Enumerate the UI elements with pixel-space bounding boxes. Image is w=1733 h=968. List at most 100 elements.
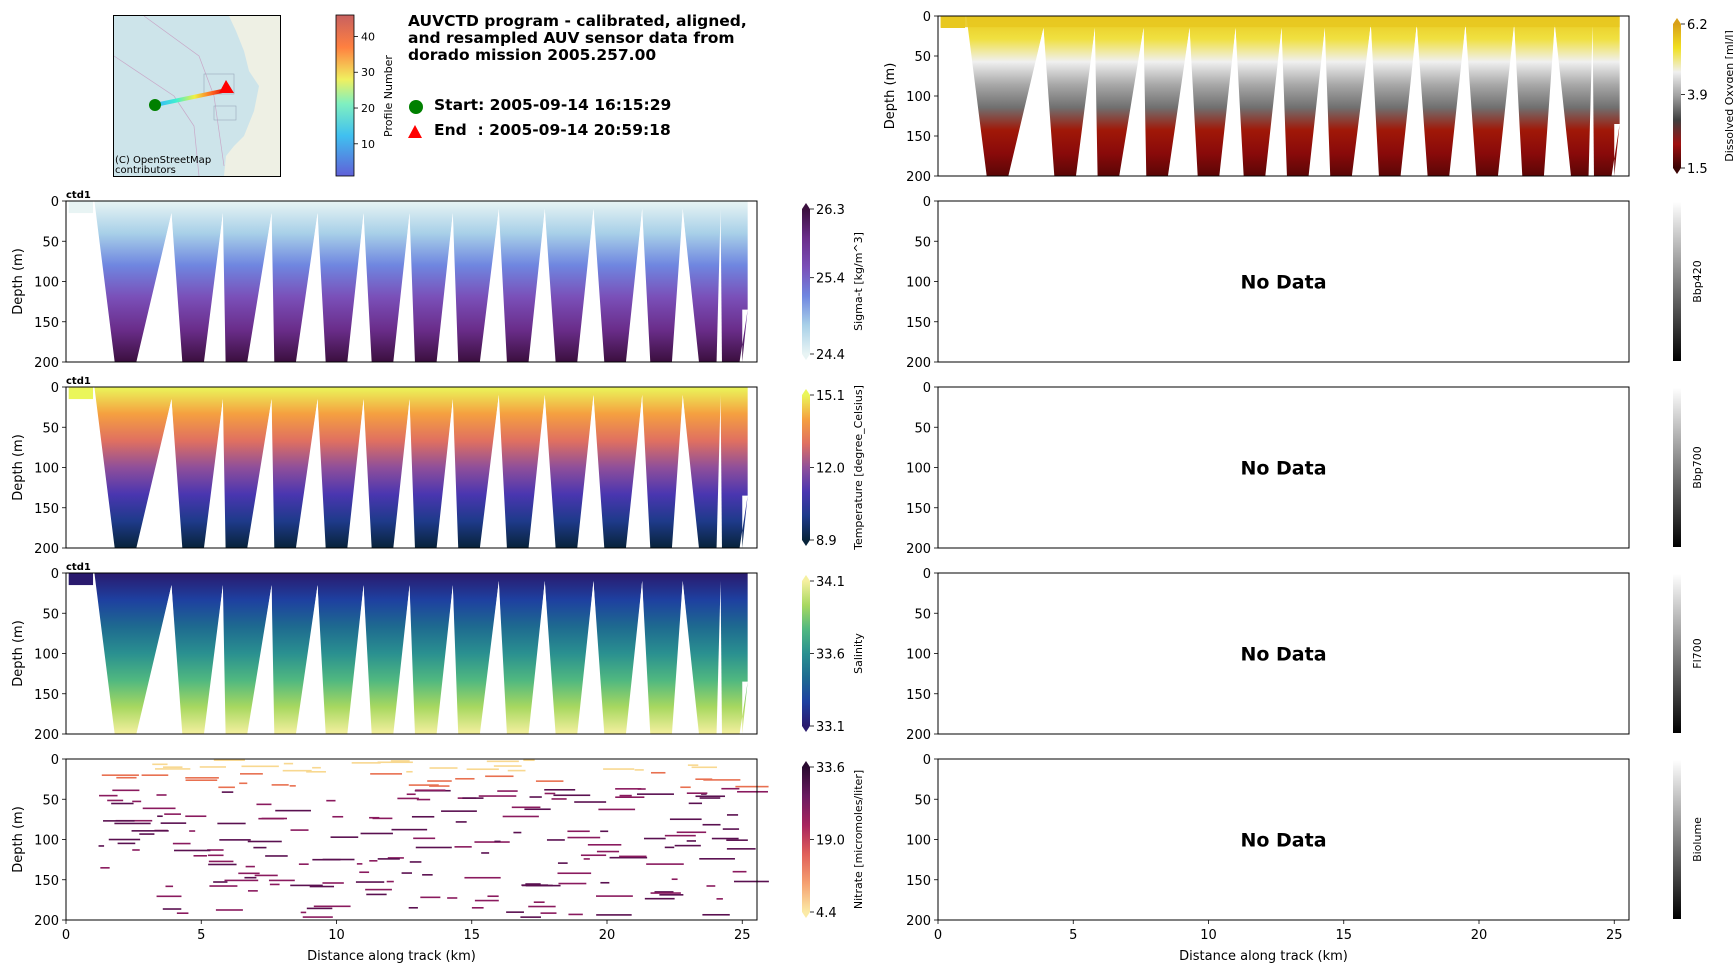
profile-colorbar-bar [335, 14, 355, 177]
nitrate-sample [493, 765, 522, 767]
nitrate-sample [487, 895, 499, 898]
nitrate-sample [306, 771, 326, 773]
nitrate-sample [409, 861, 422, 863]
nitrate-sample [654, 891, 674, 893]
nitrate-sample [139, 833, 155, 835]
profile-colorbar-label: Profile Number [382, 55, 395, 137]
colorbar-extend-min [802, 912, 810, 918]
surface-band [940, 16, 1620, 28]
map-attribution: (C) OpenStreetMap contributors [115, 156, 211, 176]
nitrate-sample [219, 839, 251, 841]
no-data-gap [1588, 24, 1594, 176]
nitrate-sample [282, 769, 312, 772]
no-data-gap [437, 213, 457, 362]
nitrate-sample [557, 872, 592, 875]
colorbar-bbp700: Bbp700 [1673, 388, 1704, 547]
y-tick-label: 200 [34, 914, 59, 929]
nitrate-sample [254, 874, 278, 877]
panel-fl700: 0 50 100 150 200 No Data Fl700 [906, 567, 1704, 743]
colorbar-bar [802, 767, 810, 912]
y-tick-label: 100 [906, 90, 931, 105]
nitrate-sample [265, 855, 288, 857]
nitrate-sample [485, 775, 514, 778]
nitrate-sample [326, 799, 336, 802]
x-tick-label: 15 [1335, 928, 1352, 943]
profile-tick-label: 20 [361, 102, 375, 115]
nitrate-sample [711, 837, 739, 840]
y-tick-label: 50 [914, 235, 931, 250]
colorbar-extend-min [1673, 168, 1681, 174]
x-axis-label: Distance along track (km) [307, 949, 476, 964]
no-data-gap [716, 395, 722, 548]
no-data-gap [348, 585, 371, 734]
nitrate-sample [486, 760, 519, 763]
nitrate-sample [108, 838, 141, 841]
nitrate-sample [99, 794, 118, 797]
nitrate-sample [474, 899, 499, 902]
surface-segment [68, 201, 94, 214]
nitrate-sample [141, 774, 169, 776]
panel-nitrate: 0 50 100 150 200 Depth (m) 0 5 10 15 20 25 Distance … [11, 753, 865, 964]
nitrate-sample [289, 785, 296, 787]
nitrate-sample [275, 809, 311, 812]
nitrate-sample [185, 777, 219, 779]
surface-segment [68, 387, 94, 400]
nitrate-sample [733, 880, 769, 883]
y-tick-label: 50 [42, 421, 59, 436]
colorbar-extend-min [802, 726, 810, 732]
nitrate-sample [600, 881, 610, 884]
nitrate-sample [351, 762, 381, 764]
y-tick-label: 200 [34, 542, 59, 557]
nitrate-sample [544, 788, 576, 791]
start-legend-icon [409, 100, 423, 114]
nitrate-sample [695, 795, 726, 798]
nitrate-sample [208, 860, 234, 863]
no-data-gap [481, 395, 506, 548]
nitrate-sample [474, 841, 510, 843]
nitrate-sample [471, 907, 484, 909]
colorbar-tick-label: 3.9 [1687, 88, 1708, 103]
nitrate-sample [256, 803, 272, 806]
nitrate-sample [408, 906, 418, 909]
nitrate-sample [546, 839, 565, 841]
nitrate-sample [116, 776, 137, 779]
no-data-gap [205, 585, 225, 734]
y-tick-label: 100 [34, 462, 59, 477]
nitrate-sample [377, 858, 400, 860]
nitrate-sample [664, 846, 675, 849]
nitrate-sample [247, 840, 282, 843]
nitrate-sample [217, 822, 246, 825]
profile-tick-label: 10 [361, 138, 375, 151]
colorbar-bar [802, 209, 810, 354]
nitrate-sample [551, 798, 567, 800]
nitrate-sample [245, 865, 255, 868]
nitrate-sample [520, 916, 542, 918]
instrument-annotation: ctd1 [66, 376, 91, 387]
y-tick-label: 100 [34, 276, 59, 291]
nitrate-sample [664, 834, 696, 837]
nitrate-sample [669, 818, 702, 821]
attribution-line: (C) OpenStreetMap [115, 155, 212, 166]
nitrate-sample [360, 832, 393, 835]
nitrate-sample [587, 843, 622, 846]
nitrate-sample [386, 880, 394, 883]
profile-tick-label: 30 [361, 66, 375, 79]
colorbar-tick-label: 24.4 [816, 348, 845, 363]
colorbar-tick-label: 8.9 [816, 534, 837, 549]
nitrate-sample [524, 808, 551, 811]
y-tick-label: 150 [906, 316, 931, 331]
nitrate-sample [322, 882, 344, 884]
y-tick-label: 100 [34, 648, 59, 663]
nitrate-sample [111, 802, 134, 805]
colorbar-biolume: Biolume [1673, 760, 1704, 919]
section-curtain [93, 201, 748, 362]
nitrate-sample [397, 797, 419, 800]
nitrate-sample [156, 794, 167, 796]
nitrate-sample [377, 761, 413, 764]
no-data-gap [248, 585, 273, 734]
end-legend-icon [408, 125, 422, 138]
y-tick-label: 50 [914, 50, 931, 65]
nitrate-sample [283, 762, 294, 765]
nitrate-sample [309, 885, 335, 888]
nitrate-sample [455, 777, 475, 780]
